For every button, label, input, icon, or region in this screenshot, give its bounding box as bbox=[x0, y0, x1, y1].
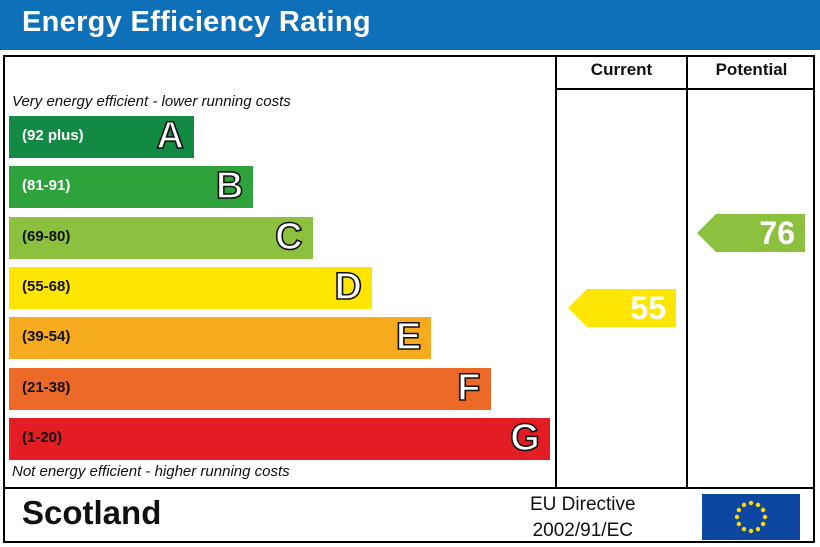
eu-flag-star bbox=[762, 514, 768, 520]
rating-bar-d: (55-68) D bbox=[9, 265, 372, 309]
eu-directive-label: EU Directive 2002/91/EC bbox=[530, 492, 636, 544]
rating-bar-b: (81-91) B bbox=[9, 164, 254, 209]
rating-bar-range: (1-20) bbox=[22, 428, 63, 446]
eu-flag-star bbox=[755, 502, 761, 508]
rating-bar-range: (81-91) bbox=[22, 177, 71, 195]
rating-bar-range: (21-38) bbox=[22, 378, 71, 396]
rating-bar-range: (92 plus) bbox=[22, 127, 84, 144]
current-column-divider bbox=[555, 55, 557, 489]
rating-bar-f: (21-38) F bbox=[9, 366, 491, 410]
eu-flag-star bbox=[748, 500, 754, 506]
potential-column-divider bbox=[686, 55, 688, 489]
rating-bar-letter: C bbox=[274, 215, 303, 259]
eu-flag-star bbox=[736, 507, 742, 513]
potential-rating-pointer: 76 bbox=[697, 213, 805, 252]
eu-flag-star bbox=[760, 507, 766, 513]
current-pointer-shape bbox=[568, 288, 676, 327]
eu-flag-star bbox=[736, 521, 742, 527]
top-note: Very energy efficient - lower running co… bbox=[12, 93, 291, 110]
rating-bar-letter: D bbox=[334, 265, 363, 309]
rating-bar-e: (39-54) E bbox=[9, 315, 432, 360]
rating-bar-a: (92 plus) A bbox=[9, 114, 194, 158]
eu-flag-star bbox=[760, 521, 766, 527]
rating-bar-letter: A bbox=[156, 114, 185, 158]
eu-flag-star bbox=[734, 514, 740, 520]
title-bar bbox=[0, 0, 820, 50]
chart-title: Energy Efficiency Rating bbox=[22, 6, 371, 38]
potential-pointer-shape bbox=[697, 213, 805, 252]
eu-flag-icon bbox=[702, 494, 800, 540]
rating-bar-letter: G bbox=[509, 416, 540, 460]
directive-line-1: EU Directive bbox=[530, 494, 636, 515]
current-rating-value: 55 bbox=[630, 289, 666, 326]
rating-bar-range: (69-80) bbox=[22, 227, 71, 245]
bottom-note: Not energy efficient - higher running co… bbox=[12, 463, 290, 480]
rating-bar-c: (69-80) C bbox=[9, 215, 313, 259]
current-column-header: Current bbox=[590, 60, 653, 79]
rating-bar-g: (1-20) G bbox=[9, 416, 550, 460]
rating-bar-range: (39-54) bbox=[22, 328, 71, 346]
eu-flag-star bbox=[741, 526, 747, 532]
rating-frame bbox=[3, 55, 815, 543]
eu-flag-star bbox=[755, 526, 761, 532]
current-rating-pointer: 55 bbox=[568, 288, 676, 327]
rating-bar-letter: B bbox=[215, 164, 244, 208]
rating-bar-letter: F bbox=[456, 366, 481, 410]
potential-column-header: Potential bbox=[715, 60, 788, 79]
country-label: Scotland bbox=[22, 494, 162, 531]
potential-rating-value: 76 bbox=[759, 214, 795, 251]
eu-flag-star bbox=[741, 502, 747, 508]
eu-flag-star bbox=[748, 528, 754, 534]
rating-bar-range: (55-68) bbox=[22, 277, 71, 295]
footer-divider bbox=[3, 487, 815, 489]
rating-bar-letter: E bbox=[395, 315, 422, 359]
directive-line-2: 2002/91/EC bbox=[532, 520, 633, 541]
column-header-divider bbox=[555, 88, 815, 90]
